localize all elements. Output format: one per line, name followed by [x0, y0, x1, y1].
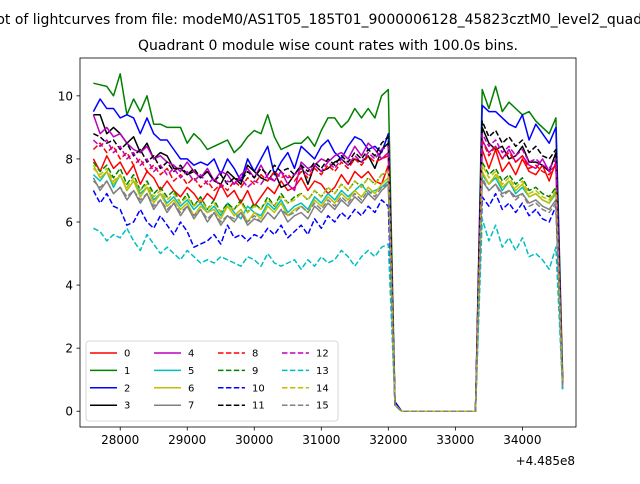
legend-label-7: 7 — [188, 401, 194, 412]
legend-label-4: 4 — [188, 349, 194, 360]
y-tick-label: 4 — [65, 279, 73, 293]
series-line-2 — [92, 98, 564, 412]
figure-suptitle: Plot of lightcurves from file: modeM0/AS… — [0, 12, 640, 28]
x-tick-label: 34000 — [503, 433, 541, 447]
legend-label-8: 8 — [252, 349, 258, 360]
x-tick-label: 32000 — [369, 433, 407, 447]
series-line-10 — [92, 190, 564, 412]
legend-label-15: 15 — [316, 401, 329, 412]
legend-label-3: 3 — [124, 401, 130, 412]
y-tick-label: 0 — [65, 405, 73, 419]
series-line-9 — [92, 161, 564, 412]
y-tick-label: 10 — [58, 89, 73, 103]
plot-area — [92, 73, 564, 412]
x-tick-label: 31000 — [302, 433, 340, 447]
series-line-11 — [93, 120, 564, 412]
legend-label-6: 6 — [188, 383, 194, 394]
y-tick-label: 2 — [65, 342, 73, 356]
series-line-14 — [92, 164, 564, 412]
chart-title: Quadrant 0 module wise count rates with … — [138, 38, 518, 54]
legend-label-14: 14 — [316, 383, 329, 394]
legend-label-0: 0 — [124, 349, 130, 360]
legend-label-13: 13 — [316, 366, 329, 377]
legend-label-2: 2 — [124, 383, 130, 394]
legend-box — [85, 340, 339, 422]
x-tick-label: 30000 — [235, 433, 273, 447]
series-lines — [92, 73, 564, 412]
x-tick-label: 29000 — [168, 433, 206, 447]
legend-label-10: 10 — [252, 383, 265, 394]
y-tick-label: 6 — [65, 216, 73, 230]
legend-label-12: 12 — [316, 349, 329, 360]
series-line-8 — [92, 139, 564, 412]
series-line-12 — [92, 132, 564, 412]
series-line-15 — [92, 177, 564, 412]
legend-label-11: 11 — [252, 401, 265, 412]
x-tick-label: 28000 — [101, 433, 139, 447]
series-line-1 — [93, 73, 564, 412]
legend-label-5: 5 — [188, 366, 194, 377]
axes: 28000 29000 30000 31000 32000 33000 34000 0 2 4 6 8… — [58, 57, 577, 447]
series-line-13 — [93, 218, 564, 412]
series-line-4 — [92, 114, 564, 412]
legend-label-9: 9 — [252, 366, 258, 377]
x-tick-label: 33000 — [436, 433, 474, 447]
legend-label-1: 1 — [124, 366, 130, 377]
x-offset-label: +4.485e8 — [516, 454, 575, 468]
series-line-6 — [92, 164, 564, 412]
axes-frame — [79, 57, 577, 428]
y-tick-label: 8 — [65, 152, 73, 166]
